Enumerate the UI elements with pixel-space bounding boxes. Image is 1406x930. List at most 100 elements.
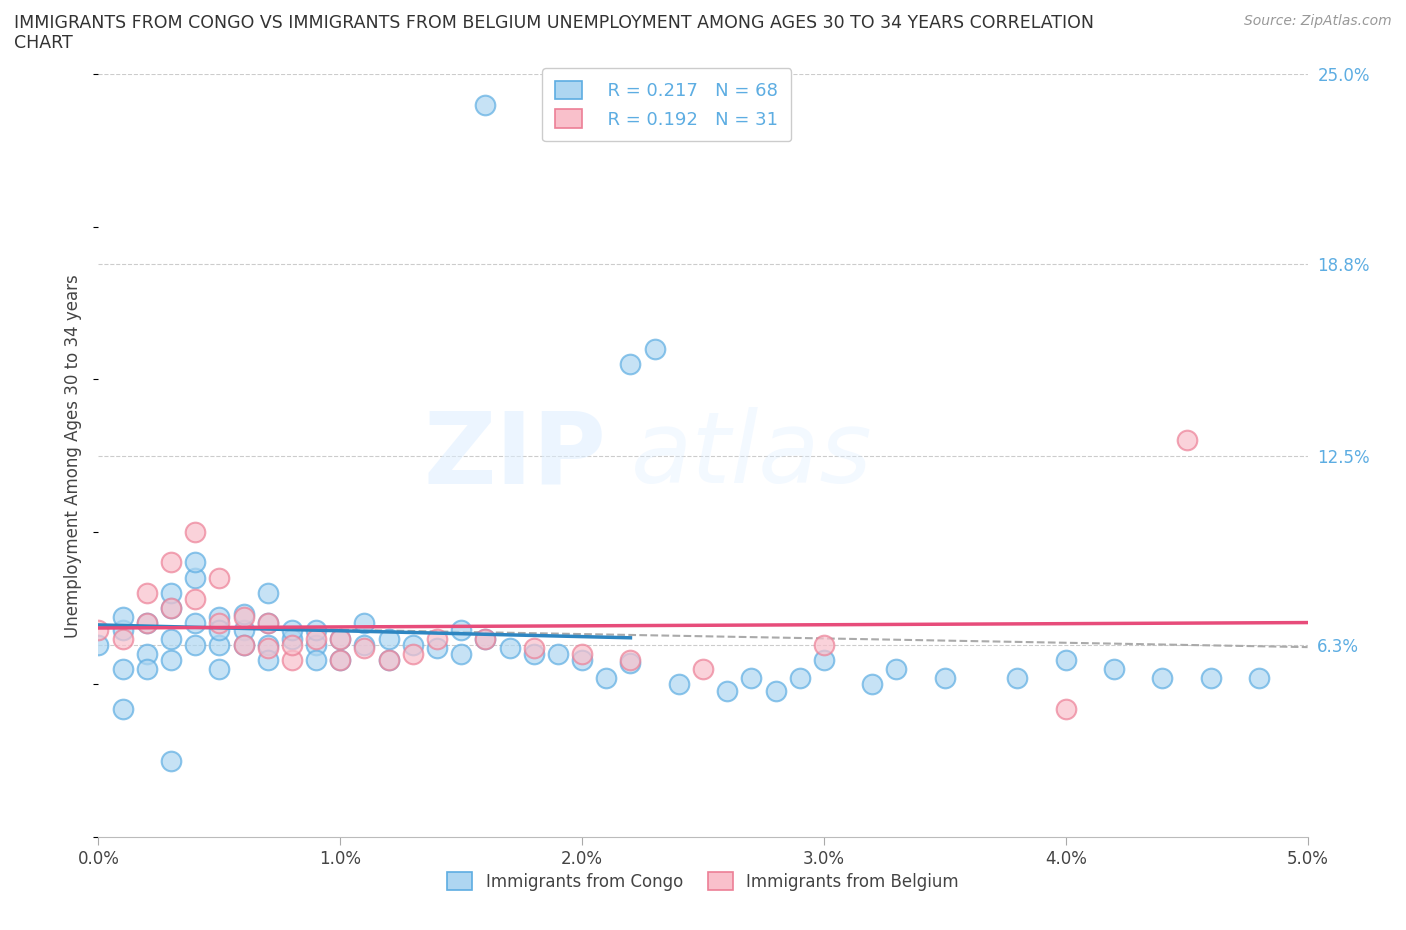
Point	[474, 631, 496, 646]
Point	[644, 341, 666, 356]
Point	[595, 671, 617, 685]
Point	[450, 646, 472, 661]
Point	[547, 646, 569, 661]
Point	[256, 616, 278, 631]
Point	[1175, 433, 1198, 448]
Point	[184, 616, 207, 631]
Point	[208, 570, 231, 585]
Point	[619, 357, 641, 372]
Text: Source: ZipAtlas.com: Source: ZipAtlas.com	[1244, 14, 1392, 28]
Point	[1152, 671, 1174, 685]
Point	[281, 653, 304, 668]
Point	[256, 653, 278, 668]
Point	[1249, 671, 1271, 685]
Point	[160, 586, 183, 601]
Point	[305, 631, 328, 646]
Point	[256, 637, 278, 652]
Point	[789, 671, 811, 685]
Point	[329, 653, 352, 668]
Text: atlas: atlas	[630, 407, 872, 504]
Point	[474, 98, 496, 113]
Point	[135, 616, 157, 631]
Point	[208, 622, 231, 637]
Point	[208, 637, 231, 652]
Point	[208, 610, 231, 625]
Point	[111, 701, 134, 716]
Point	[1054, 701, 1077, 716]
Point	[402, 637, 425, 652]
Point	[87, 637, 110, 652]
Point	[232, 607, 254, 622]
Point	[498, 641, 520, 656]
Point	[813, 637, 835, 652]
Point	[329, 653, 352, 668]
Point	[377, 653, 399, 668]
Point	[256, 586, 278, 601]
Point	[934, 671, 956, 685]
Point	[765, 684, 787, 698]
Point	[256, 641, 278, 656]
Point	[692, 662, 714, 677]
Point	[208, 616, 231, 631]
Point	[474, 631, 496, 646]
Point	[160, 631, 183, 646]
Point	[523, 641, 546, 656]
Point	[160, 555, 183, 570]
Point	[281, 622, 304, 637]
Point	[450, 622, 472, 637]
Point	[160, 753, 183, 768]
Point	[232, 637, 254, 652]
Point	[523, 646, 546, 661]
Point	[402, 646, 425, 661]
Point	[353, 637, 375, 652]
Point	[619, 653, 641, 668]
Text: CHART: CHART	[14, 34, 73, 52]
Point	[232, 637, 254, 652]
Text: ZIP: ZIP	[423, 407, 606, 504]
Point	[329, 631, 352, 646]
Point	[160, 601, 183, 616]
Point	[571, 646, 593, 661]
Point	[305, 622, 328, 637]
Point	[886, 662, 908, 677]
Point	[716, 684, 738, 698]
Point	[135, 586, 157, 601]
Point	[184, 637, 207, 652]
Point	[426, 641, 449, 656]
Point	[184, 570, 207, 585]
Point	[87, 622, 110, 637]
Point	[426, 631, 449, 646]
Point	[740, 671, 762, 685]
Point	[1007, 671, 1029, 685]
Point	[184, 525, 207, 539]
Point	[329, 631, 352, 646]
Point	[281, 631, 304, 646]
Point	[135, 646, 157, 661]
Point	[353, 641, 375, 656]
Point	[1199, 671, 1222, 685]
Point	[305, 637, 328, 652]
Point	[208, 662, 231, 677]
Point	[1102, 662, 1125, 677]
Point	[111, 662, 134, 677]
Point	[232, 622, 254, 637]
Point	[860, 677, 883, 692]
Point	[135, 662, 157, 677]
Point	[377, 653, 399, 668]
Point	[619, 656, 641, 671]
Point	[305, 653, 328, 668]
Point	[184, 555, 207, 570]
Point	[135, 616, 157, 631]
Point	[184, 591, 207, 606]
Text: IMMIGRANTS FROM CONGO VS IMMIGRANTS FROM BELGIUM UNEMPLOYMENT AMONG AGES 30 TO 3: IMMIGRANTS FROM CONGO VS IMMIGRANTS FROM…	[14, 14, 1094, 32]
Legend: Immigrants from Congo, Immigrants from Belgium: Immigrants from Congo, Immigrants from B…	[440, 866, 966, 897]
Point	[111, 631, 134, 646]
Point	[377, 631, 399, 646]
Point	[813, 653, 835, 668]
Y-axis label: Unemployment Among Ages 30 to 34 years: Unemployment Among Ages 30 to 34 years	[65, 273, 83, 638]
Point	[160, 601, 183, 616]
Point	[160, 653, 183, 668]
Point	[571, 653, 593, 668]
Point	[256, 616, 278, 631]
Point	[1054, 653, 1077, 668]
